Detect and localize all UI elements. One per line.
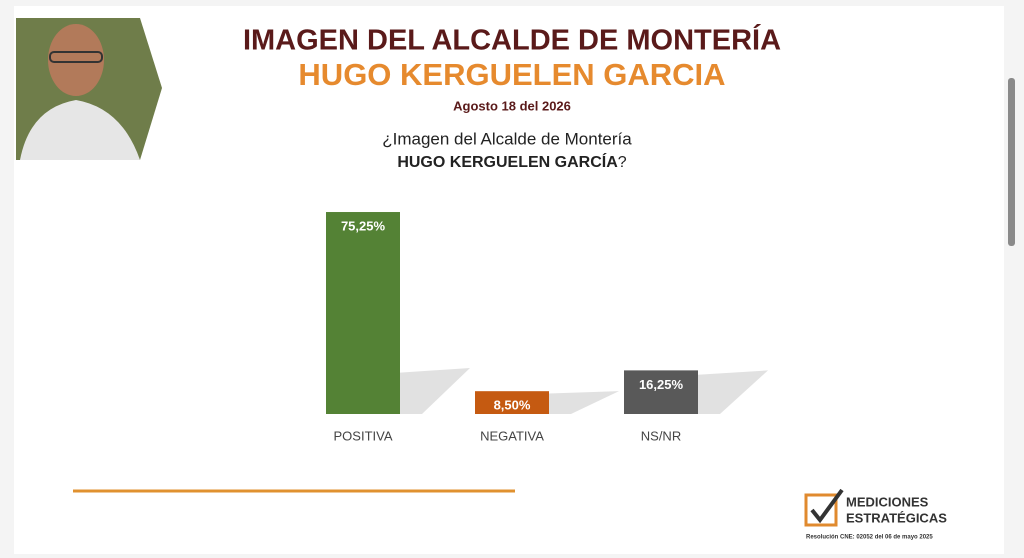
scrollbar[interactable] bbox=[1008, 78, 1015, 246]
bar-shadow bbox=[698, 370, 768, 414]
question-end: ? bbox=[618, 154, 627, 171]
category-label: NS/NR bbox=[641, 428, 681, 443]
question: ¿Imagen del Alcalde de Montería bbox=[382, 129, 632, 148]
logo-line2: ESTRATÉGICAS bbox=[846, 510, 947, 525]
value-label: 16,25% bbox=[639, 377, 684, 392]
subtitle: HUGO KERGUELEN GARCIA bbox=[298, 57, 725, 92]
bar bbox=[326, 212, 400, 414]
title: IMAGEN DEL ALCALDE DE MONTERÍA bbox=[243, 23, 781, 57]
logo-check bbox=[810, 488, 844, 524]
question-name: HUGO KERGUELEN GARCÍA? bbox=[397, 152, 626, 171]
bar bbox=[624, 370, 698, 414]
bar bbox=[475, 391, 549, 414]
category-label: POSITIVA bbox=[334, 428, 393, 443]
category-label: NEGATIVA bbox=[480, 428, 544, 443]
bars: 75,25% POSITIVA 8,50% NEGATIVA 16,25% NS/NR bbox=[326, 212, 768, 443]
question-name-bold: HUGO KERGUELEN GARCÍA bbox=[397, 152, 618, 171]
slide bbox=[14, 6, 1004, 554]
date: Agosto 18 del 2026 bbox=[453, 98, 571, 113]
logo-box bbox=[804, 493, 838, 527]
logo: MEDICIONES ESTRATÉGICAS Resolución CNE: … bbox=[804, 488, 947, 541]
bar-shadow bbox=[549, 391, 619, 414]
photo bbox=[16, 18, 162, 160]
value-label: 75,25% bbox=[341, 218, 386, 233]
value-label: 8,50% bbox=[494, 398, 531, 413]
logo-line1: MEDICIONES bbox=[846, 494, 929, 509]
bar-shadow bbox=[400, 368, 470, 414]
logo-resolution: Resolución CNE: 02052 del 06 de mayo 202… bbox=[806, 535, 933, 541]
